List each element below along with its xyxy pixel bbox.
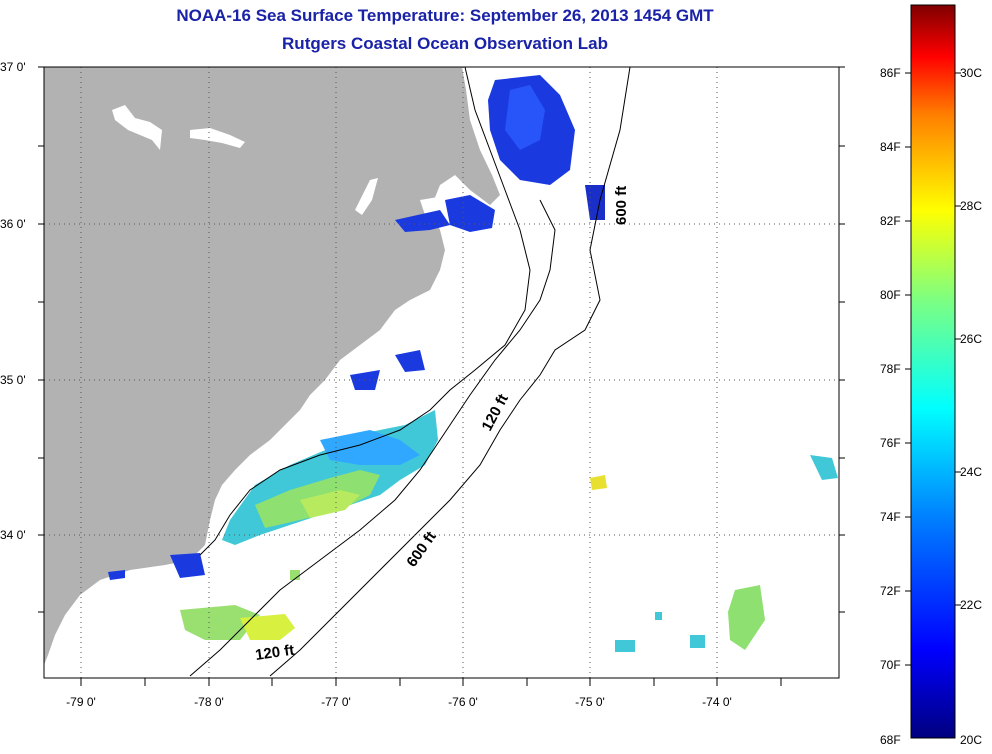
- colorbar-c-label: 22C: [960, 598, 982, 612]
- colorbar-c-label: 24C: [960, 465, 982, 479]
- lat-label: 36 0': [0, 217, 26, 231]
- lon-label: -77 0': [321, 695, 351, 709]
- colorbar: [910, 4, 956, 739]
- colorbar-c-label: 20C: [960, 733, 982, 747]
- colorbar-f-label: 80F: [880, 288, 901, 302]
- lake: [112, 105, 162, 150]
- sst-pixels: [108, 75, 838, 652]
- sound: [355, 178, 378, 215]
- depth-contours: [189, 67, 631, 677]
- colorbar-c-label: 26C: [960, 332, 982, 346]
- lon-label: -75 0': [575, 695, 605, 709]
- lat-label: 34 0': [0, 528, 26, 542]
- lat-label: 37 0': [0, 60, 26, 74]
- lat-label: 35 0': [0, 373, 26, 387]
- lake: [190, 128, 245, 148]
- map-border: [43, 66, 840, 679]
- lon-label: -78 0': [194, 695, 224, 709]
- colorbar-f-label: 76F: [880, 436, 901, 450]
- depth-label: 120 ft: [254, 642, 295, 664]
- colorbar-f-label: 86F: [880, 66, 901, 80]
- map-subtitle: Rutgers Coastal Ocean Observation Lab: [282, 34, 608, 53]
- colorbar-f-label: 84F: [880, 140, 901, 154]
- colorbar-f-label: 74F: [880, 510, 901, 524]
- colorbar-f-label: 78F: [880, 362, 901, 376]
- colorbar-c-label: 28C: [960, 199, 982, 213]
- lon-label: -79 0': [66, 695, 96, 709]
- colorbar-ticks: [905, 72, 961, 666]
- depth-label: 600 ft: [613, 186, 630, 225]
- colorbar-c-label: 30C: [960, 66, 982, 80]
- graticule: [44, 67, 839, 678]
- colorbar-f-label: 70F: [880, 658, 901, 672]
- colorbar-f-label: 82F: [880, 214, 901, 228]
- colorbar-f-label: 68F: [880, 733, 901, 747]
- lon-label: -74 0': [702, 695, 732, 709]
- lon-label: -76 0': [448, 695, 478, 709]
- land-mass: [44, 67, 500, 665]
- colorbar-f-label: 72F: [880, 584, 901, 598]
- map-title: NOAA-16 Sea Surface Temperature: Septemb…: [176, 6, 714, 25]
- axis-ticks: [38, 66, 845, 686]
